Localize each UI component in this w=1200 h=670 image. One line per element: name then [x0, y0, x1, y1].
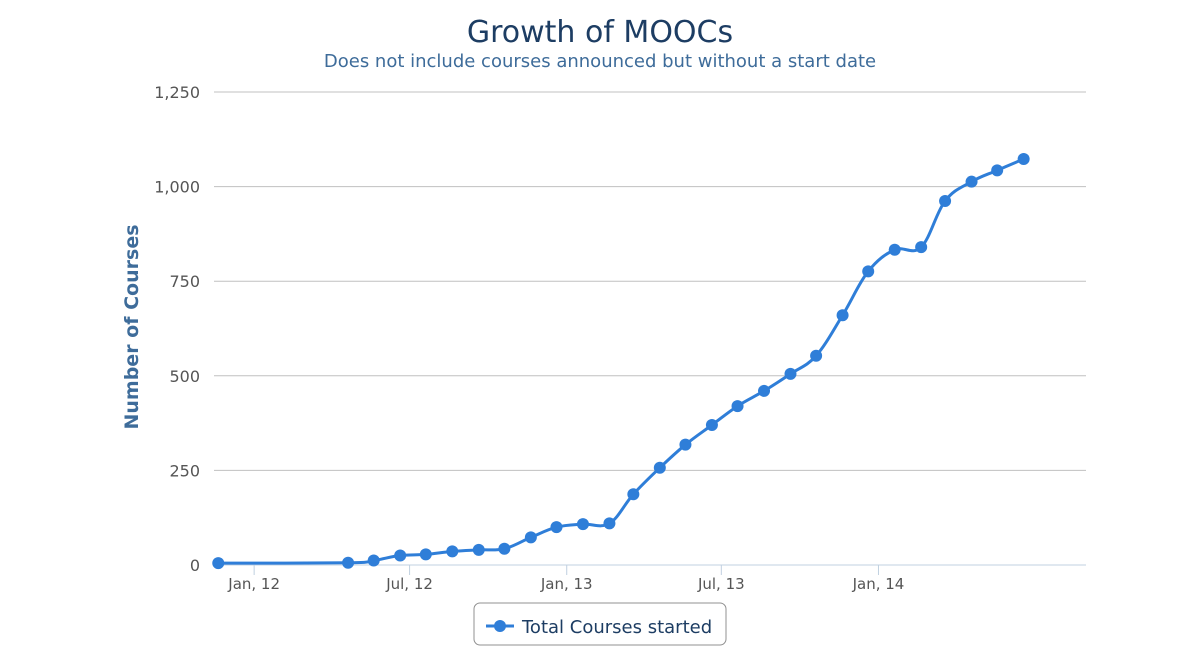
data-point[interactable]: [472, 543, 485, 556]
y-tick-label: 1,250: [154, 83, 200, 102]
x-tick-label: Jan, 13: [540, 575, 593, 593]
x-tick-label: Jul, 12: [385, 575, 433, 593]
y-axis-ticks: 0 250 500 750 1,000 1,250: [154, 83, 200, 575]
y-tick-label: 250: [169, 461, 200, 480]
x-tick-label: Jan, 12: [227, 575, 280, 593]
data-point[interactable]: [991, 164, 1004, 177]
data-point[interactable]: [862, 265, 875, 278]
data-point[interactable]: [705, 418, 718, 431]
chart-title: Growth of MOOCs: [467, 15, 733, 50]
data-point[interactable]: [965, 175, 978, 188]
data-point[interactable]: [888, 243, 901, 256]
grid-lines: [214, 91, 1086, 471]
legend[interactable]: Total Courses started: [473, 602, 727, 646]
data-point[interactable]: [758, 384, 771, 397]
y-tick-label: 0: [190, 556, 200, 575]
data-point[interactable]: [810, 349, 823, 362]
data-point[interactable]: [731, 400, 744, 413]
legend-box: [473, 602, 727, 646]
data-point[interactable]: [419, 548, 432, 561]
data-point[interactable]: [679, 438, 692, 451]
data-point[interactable]: [367, 554, 380, 567]
x-tick-label: Jan, 14: [852, 575, 905, 593]
series-total-courses: [212, 152, 1030, 570]
data-point[interactable]: [836, 309, 849, 322]
y-tick-label: 500: [169, 367, 200, 386]
data-point[interactable]: [342, 556, 355, 569]
data-point[interactable]: [576, 518, 589, 531]
data-point[interactable]: [603, 517, 616, 530]
legend-marker-symbol: [494, 620, 506, 632]
data-point[interactable]: [939, 194, 952, 207]
chart-subtitle: Does not include courses announced but w…: [324, 51, 876, 72]
series-line-total-courses: [218, 157, 1025, 565]
data-point[interactable]: [394, 549, 407, 562]
data-point[interactable]: [212, 557, 225, 570]
data-point[interactable]: [653, 461, 666, 474]
data-point[interactable]: [1017, 152, 1030, 165]
data-point[interactable]: [498, 542, 511, 555]
data-point[interactable]: [524, 531, 537, 544]
data-point[interactable]: [915, 241, 928, 254]
data-point[interactable]: [550, 521, 563, 534]
x-tick-label: Jul, 13: [697, 575, 745, 593]
y-axis-label: Number of Courses: [121, 224, 143, 429]
legend-item-total-courses: Total Courses started: [521, 617, 712, 638]
data-point[interactable]: [627, 488, 640, 501]
y-tick-label: 1,000: [154, 178, 200, 197]
y-tick-label: 750: [169, 272, 200, 291]
data-point[interactable]: [446, 545, 459, 558]
x-axis: Jan, 12 Jul, 12 Jan, 13 Jul, 13 Jan, 14: [214, 564, 1086, 593]
data-point[interactable]: [784, 367, 797, 380]
